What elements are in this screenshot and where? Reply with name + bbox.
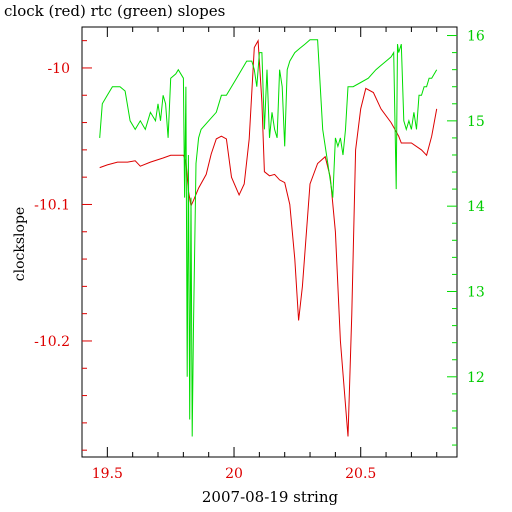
y-left-tick-label: -10.2 <box>34 334 70 350</box>
y-right-tick-label: 16 <box>467 29 485 45</box>
x-tick-label: 20.5 <box>345 466 376 482</box>
y-right-tick-label: 13 <box>467 284 485 300</box>
y-axis-label: clockslope <box>12 207 28 281</box>
chart-title: clock (red) rtc (green) slopes <box>4 2 225 20</box>
plot-area <box>81 26 458 458</box>
x-axis-label: 2007-08-19 string <box>202 488 339 506</box>
x-tick-label: 19.5 <box>92 466 123 482</box>
y-right-tick-label: 15 <box>467 114 485 130</box>
rtc-series-line <box>99 39 438 437</box>
plot-frame <box>81 26 458 458</box>
y-left-tick-label: -10 <box>47 61 70 77</box>
y-left-tick-label: -10.1 <box>34 197 70 213</box>
y-right-tick-label: 14 <box>467 199 485 215</box>
series-layer <box>99 38 438 437</box>
y-right-tick-label: 12 <box>467 370 485 386</box>
tick-layer: 19.5 20 20.5 -10 -10.1 -10.2 12 13 14 15 16 <box>34 27 485 482</box>
x-tick-label: 20 <box>225 466 243 482</box>
